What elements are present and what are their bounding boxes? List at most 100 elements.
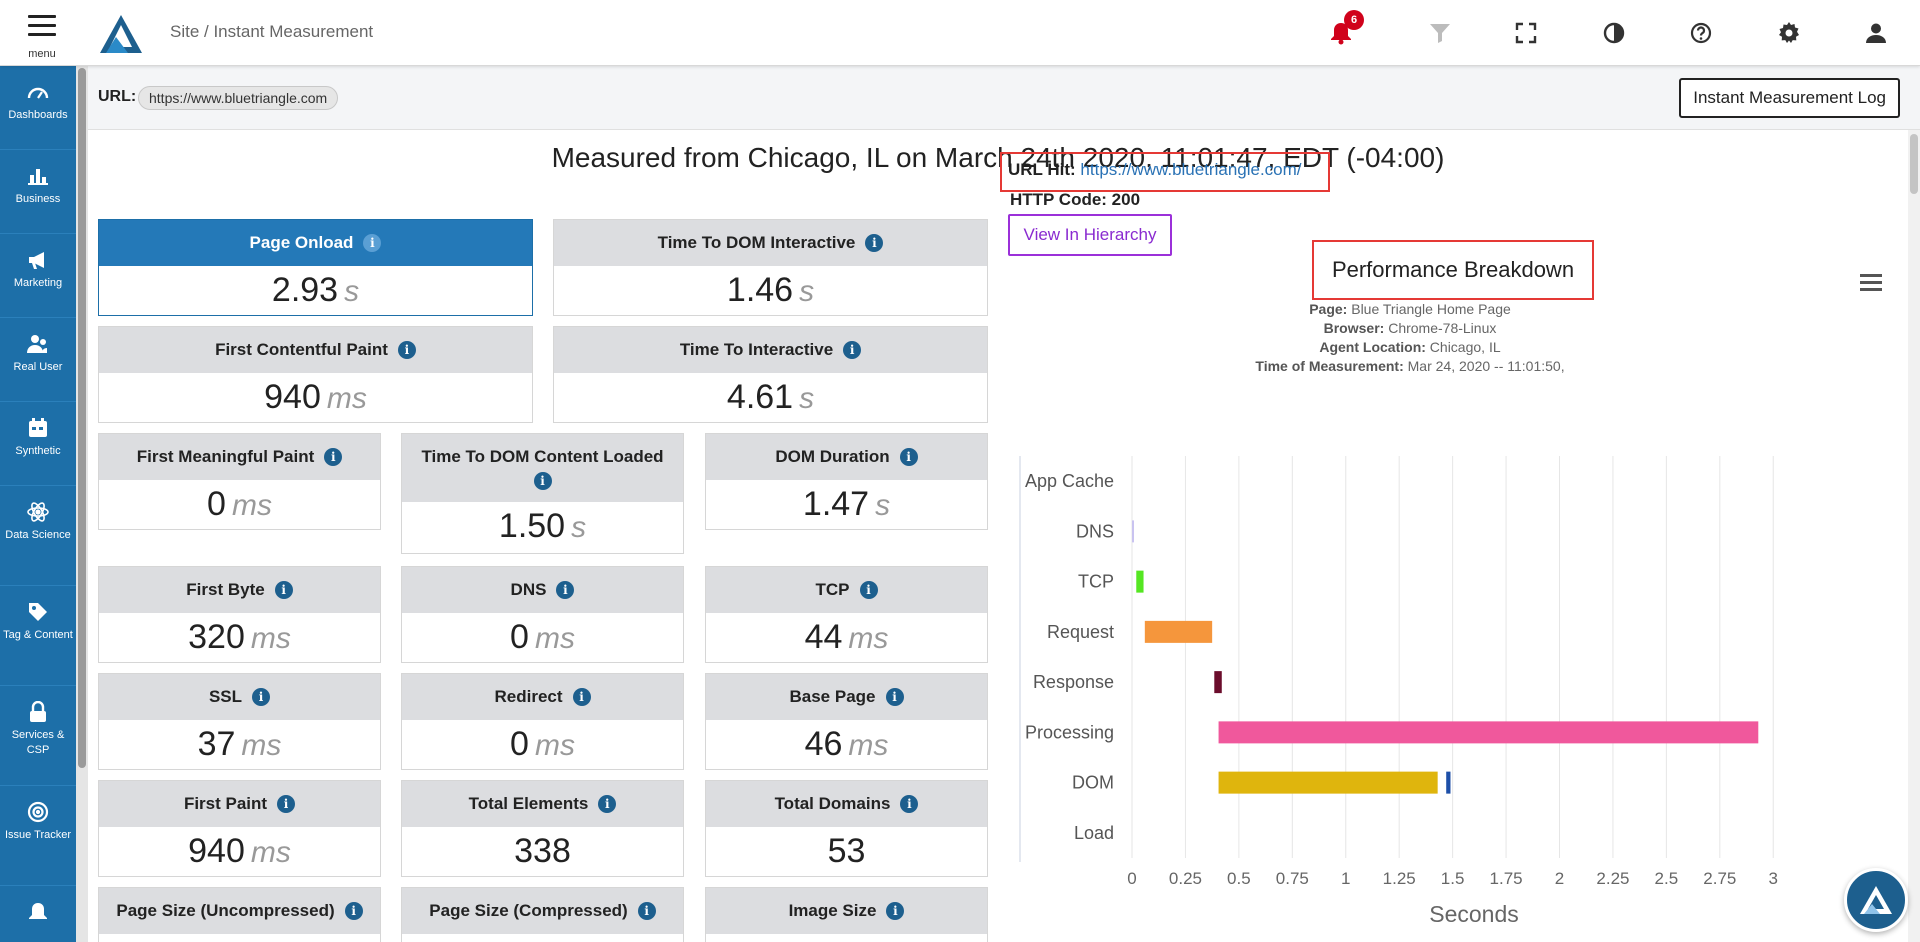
sidebar-item-data-science[interactable]: Data Science: [0, 486, 76, 586]
help-button[interactable]: [1686, 18, 1716, 48]
info-icon[interactable]: i: [397, 341, 416, 359]
sidebar-item-real-user[interactable]: Real User: [0, 318, 76, 402]
y-category-label: Request: [1047, 622, 1114, 642]
metric-card-first-meaningful-paint[interactable]: First Meaningful Paint i 0 ms: [98, 433, 381, 530]
metric-card-ssl[interactable]: SSL i 37 ms: [98, 673, 381, 770]
url-chip[interactable]: https://www.bluetriangle.com: [138, 86, 339, 110]
sidebar-item-alerts[interactable]: [0, 886, 76, 942]
metric-unit: ms: [241, 729, 282, 762]
sidebar-item-services-csp[interactable]: Services & CSP: [0, 686, 76, 786]
chart-meta-time: Time of Measurement: Mar 24, 2020 -- 11:…: [1255, 358, 1565, 374]
metric-card-total-domains[interactable]: Total Domains i 53: [705, 780, 988, 877]
metric-value: 53: [827, 832, 866, 870]
metric-label: Image Size: [788, 901, 877, 920]
sidebar-item-dashboards[interactable]: Dashboards: [0, 66, 76, 150]
info-icon[interactable]: i: [598, 795, 617, 813]
sidebar-item-marketing[interactable]: Marketing: [0, 234, 76, 318]
sidebar-item-tag-content[interactable]: Tag & Content: [0, 586, 76, 686]
metric-card-image-size[interactable]: Image Size i: [705, 887, 988, 942]
metric-label: Page Size (Compressed): [429, 901, 628, 920]
bar-dns: [1132, 520, 1134, 543]
info-icon[interactable]: i: [900, 795, 919, 813]
metric-label: First Byte: [186, 580, 265, 599]
chart-meta-agent-location: Agent Location: Chicago, IL: [1319, 339, 1501, 355]
y-category-label: DNS: [1076, 521, 1114, 541]
account-button[interactable]: [1861, 18, 1891, 48]
info-icon[interactable]: i: [324, 448, 343, 466]
metric-card-page-size-compressed[interactable]: Page Size (Compressed) i: [401, 887, 684, 942]
menu-button[interactable]: menu: [22, 12, 62, 60]
hamburger-icon: [22, 15, 62, 36]
metric-card-time-to-dom-interactive[interactable]: Time To DOM Interactive i 1.46 s: [553, 219, 988, 316]
metric-card-redirect[interactable]: Redirect i 0 ms: [401, 673, 684, 770]
info-icon[interactable]: i: [274, 581, 293, 599]
info-icon[interactable]: i: [556, 581, 575, 599]
metric-label: Time To Interactive: [679, 340, 834, 359]
metric-value: 1.50: [498, 507, 566, 545]
metric-value: 46: [804, 725, 843, 763]
info-icon[interactable]: i: [899, 448, 918, 466]
floating-help-logo[interactable]: [1844, 868, 1908, 932]
info-icon[interactable]: i: [533, 472, 552, 490]
metric-card-page-onload[interactable]: Page Onload i 2.93 s: [98, 219, 533, 316]
bell-icon: [29, 903, 47, 919]
bar-chart-icon: [28, 169, 48, 185]
info-icon[interactable]: i: [277, 795, 296, 813]
metric-value: 37: [197, 725, 236, 763]
url-hit-link[interactable]: https://www.bluetriangle.com/: [1080, 160, 1302, 179]
metric-unit: ms: [848, 729, 889, 762]
sidebar-item-label: Issue Tracker: [4, 829, 72, 841]
instant-measurement-log-button[interactable]: Instant Measurement Log: [1679, 78, 1900, 118]
view-in-hierarchy-button[interactable]: View In Hierarchy: [1008, 214, 1172, 256]
info-icon[interactable]: i: [886, 902, 905, 920]
sidebar-item-synthetic[interactable]: Synthetic: [0, 402, 76, 486]
info-icon[interactable]: i: [252, 688, 271, 706]
metric-card-time-to-interactive[interactable]: Time To Interactive i 4.61 s: [553, 326, 988, 423]
blue-triangle-logo[interactable]: [98, 13, 144, 55]
settings-button[interactable]: [1774, 18, 1804, 48]
info-icon[interactable]: i: [363, 234, 382, 252]
fullscreen-button[interactable]: [1511, 18, 1541, 48]
info-icon[interactable]: i: [843, 341, 862, 359]
metric-card-base-page[interactable]: Base Page i 46 ms: [705, 673, 988, 770]
x-tick-label: 2.75: [1703, 869, 1736, 888]
metric-label: Base Page: [789, 687, 876, 706]
metric-value: 0: [207, 485, 226, 523]
contrast-icon: [1603, 22, 1625, 44]
chart-title: Performance Breakdown: [1312, 240, 1594, 300]
info-icon[interactable]: i: [885, 688, 904, 706]
info-icon[interactable]: i: [344, 902, 363, 920]
contrast-button[interactable]: [1599, 18, 1629, 48]
notifications-button[interactable]: 6: [1326, 10, 1364, 48]
y-category-label: DOM: [1072, 773, 1114, 793]
metric-card-first-contentful-paint[interactable]: First Contentful Paint i 940 ms: [98, 326, 533, 423]
chart-menu-button[interactable]: [1860, 274, 1882, 295]
metric-card-first-byte[interactable]: First Byte i 320 ms: [98, 566, 381, 663]
bar-response: [1214, 671, 1222, 694]
metric-card-total-elements[interactable]: Total Elements i 338: [401, 780, 684, 877]
metric-card-tcp[interactable]: TCP i 44 ms: [705, 566, 988, 663]
metric-card-first-paint[interactable]: First Paint i 940 ms: [98, 780, 381, 877]
sidebar-item-business[interactable]: Business: [0, 150, 76, 234]
info-icon[interactable]: i: [859, 581, 878, 599]
expand-icon: [1515, 22, 1537, 44]
sidebar-item-label: Data Science: [5, 529, 71, 541]
metric-card-page-size-uncompressed[interactable]: Page Size (Uncompressed) i: [98, 887, 381, 942]
sidebar-item-issue-tracker[interactable]: Issue Tracker: [0, 786, 76, 886]
info-icon[interactable]: i: [865, 234, 884, 252]
info-icon[interactable]: i: [637, 902, 656, 920]
sidebar-scrollbar[interactable]: [76, 66, 88, 942]
x-tick-label: 1.25: [1383, 869, 1416, 888]
info-icon[interactable]: i: [572, 688, 591, 706]
metric-card-dns[interactable]: DNS i 0 ms: [401, 566, 684, 663]
main-scrollbar[interactable]: [1908, 130, 1920, 942]
filter-button[interactable]: [1425, 18, 1455, 48]
metric-card-dom-duration[interactable]: DOM Duration i 1.47 s: [705, 433, 988, 530]
sidebar-item-label: Dashboards: [8, 109, 68, 121]
bar-dom: [1218, 771, 1438, 794]
sidebar-item-label: Synthetic: [15, 445, 61, 457]
metric-card-time-to-dom-content-loaded[interactable]: Time To DOM Content Loaded i 1.50 s: [401, 433, 684, 554]
notification-count-badge: 6: [1344, 10, 1364, 30]
y-category-label: Response: [1033, 672, 1114, 692]
metric-unit: ms: [534, 729, 575, 762]
